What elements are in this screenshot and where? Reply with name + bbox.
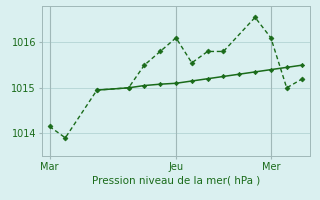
X-axis label: Pression niveau de la mer( hPa ): Pression niveau de la mer( hPa ) — [92, 176, 260, 186]
